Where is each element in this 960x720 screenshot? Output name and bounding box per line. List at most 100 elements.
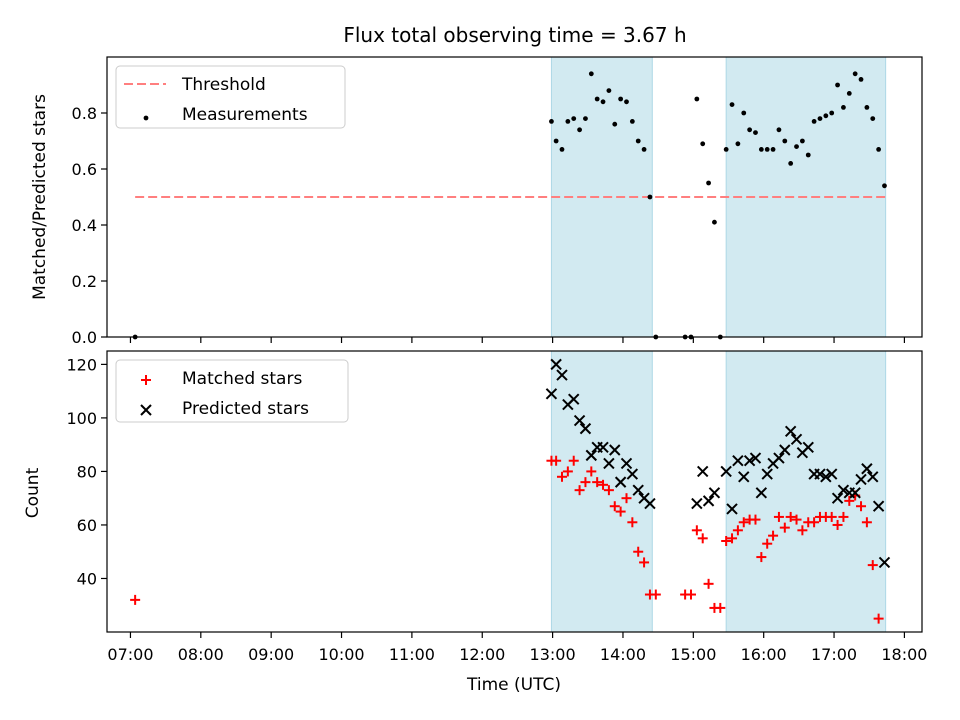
- bottom-x-tick-label: 10:00: [318, 645, 364, 664]
- predicted-point: [743, 455, 756, 467]
- top-y-axis-label: Matched/Predicted stars: [30, 94, 50, 300]
- bottom-panel: 40 60 80 100 120 07:00 08:00 09:00 10:00 11:00 12:…: [66, 350, 927, 664]
- bottom-x-tick-label: 14:00: [600, 645, 646, 664]
- measurement-point: [876, 147, 882, 152]
- measurement-point: [571, 116, 577, 121]
- predicted-point: [820, 471, 832, 483]
- matched-point: [586, 466, 597, 477]
- predicted-point: [825, 468, 838, 480]
- measurement-point: [829, 110, 835, 116]
- measurement-point: [753, 130, 758, 136]
- measurement-point: [565, 119, 571, 124]
- matched-point: [856, 501, 867, 512]
- bottom-legend: Matched stars Predicted stars: [115, 359, 349, 423]
- top-legend-entry: Measurements: [143, 105, 308, 125]
- matched-point: [768, 530, 779, 541]
- measurement-point: [741, 110, 747, 116]
- measurement-point: [629, 119, 635, 124]
- matched-point: [756, 552, 767, 563]
- matched-point: [826, 511, 837, 522]
- predicted-point: [867, 471, 879, 483]
- measurement-point: [712, 219, 717, 225]
- bottom-x-tick-label: 15:00: [670, 645, 716, 664]
- measurement-point: [794, 144, 799, 150]
- predicted-point: [697, 465, 709, 478]
- matched-point: [779, 522, 790, 533]
- top-y-tick-label: 0.2: [72, 272, 97, 291]
- measurement-point: [747, 127, 753, 133]
- matched-point: [703, 578, 714, 589]
- measurement-point: [624, 99, 629, 105]
- measurement-point: [641, 147, 647, 152]
- predicted-point: [556, 369, 568, 381]
- predicted-point: [609, 444, 621, 456]
- predicted-point: [545, 388, 558, 400]
- top-y-tick-label: 0.4: [72, 216, 97, 235]
- measurement-point: [735, 141, 741, 147]
- predicted-point: [632, 484, 644, 496]
- matched-point: [627, 517, 638, 528]
- measurement-point: [835, 82, 840, 88]
- bottom-y-tick-label: 100: [66, 409, 97, 428]
- predicted-point: [720, 465, 732, 478]
- measurement-point: [694, 96, 700, 102]
- measurement-point: [805, 152, 811, 158]
- predicted-point: [802, 441, 814, 454]
- predicted-point: [691, 497, 703, 510]
- matched-point: [832, 519, 843, 530]
- predicted-point: [702, 495, 715, 507]
- matched-point: [592, 477, 603, 488]
- bottom-axes-frame: [106, 350, 923, 633]
- measurement-point: [577, 127, 582, 133]
- measurement-point: [549, 119, 554, 124]
- measurement-point: [770, 147, 776, 152]
- matched-point: [556, 471, 567, 482]
- predicted-point: [585, 449, 598, 462]
- matched-point: [603, 485, 614, 496]
- matched-point: [568, 455, 579, 466]
- matched-point: [797, 525, 808, 536]
- measurement-point: [870, 116, 876, 121]
- predicted-point: [878, 556, 891, 569]
- bottom-legend-label: Matched stars: [182, 369, 302, 389]
- measurement-point: [559, 147, 565, 152]
- measurement-point: [583, 116, 588, 121]
- matched-point: [551, 455, 562, 466]
- measurement-point: [635, 138, 641, 144]
- predicted-point: [831, 492, 844, 504]
- measurement-point: [594, 96, 600, 102]
- matched-point: [621, 493, 632, 504]
- measurement-point: [606, 88, 612, 93]
- bottom-series-matched-stars: [130, 455, 884, 624]
- measurement-point: [776, 127, 782, 133]
- top-legend: Threshold Measurements: [115, 65, 346, 129]
- matched-point: [697, 533, 708, 544]
- bottom-x-tick-label: 08:00: [178, 645, 224, 664]
- measurement-point: [588, 71, 594, 77]
- measurement-point: [647, 194, 653, 200]
- bottom-x-tick-label: 18:00: [881, 645, 927, 664]
- bottom-y-tick-label: 60: [77, 516, 97, 535]
- predicted-point: [855, 473, 867, 486]
- top-legend-box: [115, 65, 346, 129]
- measurement-point: [846, 91, 852, 96]
- predicted-point: [550, 358, 562, 371]
- matched-point: [791, 514, 802, 525]
- predicted-point: [790, 433, 803, 446]
- top-y-tick-label: 0.6: [72, 160, 97, 179]
- matched-point: [598, 479, 609, 490]
- matched-point: [715, 602, 726, 613]
- top-axes-frame: [106, 56, 923, 338]
- bottom-y-tick-label: 120: [66, 355, 97, 374]
- bottom-x-tick-label: 17:00: [811, 645, 857, 664]
- matched-point: [738, 517, 749, 528]
- predicted-point: [761, 468, 773, 480]
- matched-point: [762, 538, 773, 549]
- bottom-shaded-interval-1: [725, 350, 887, 633]
- predicted-point: [614, 476, 627, 488]
- predicted-point: [732, 455, 744, 467]
- predicted-point: [568, 393, 580, 405]
- matched-point: [838, 511, 849, 522]
- matched-point: [750, 514, 761, 525]
- predicted-point: [779, 444, 791, 456]
